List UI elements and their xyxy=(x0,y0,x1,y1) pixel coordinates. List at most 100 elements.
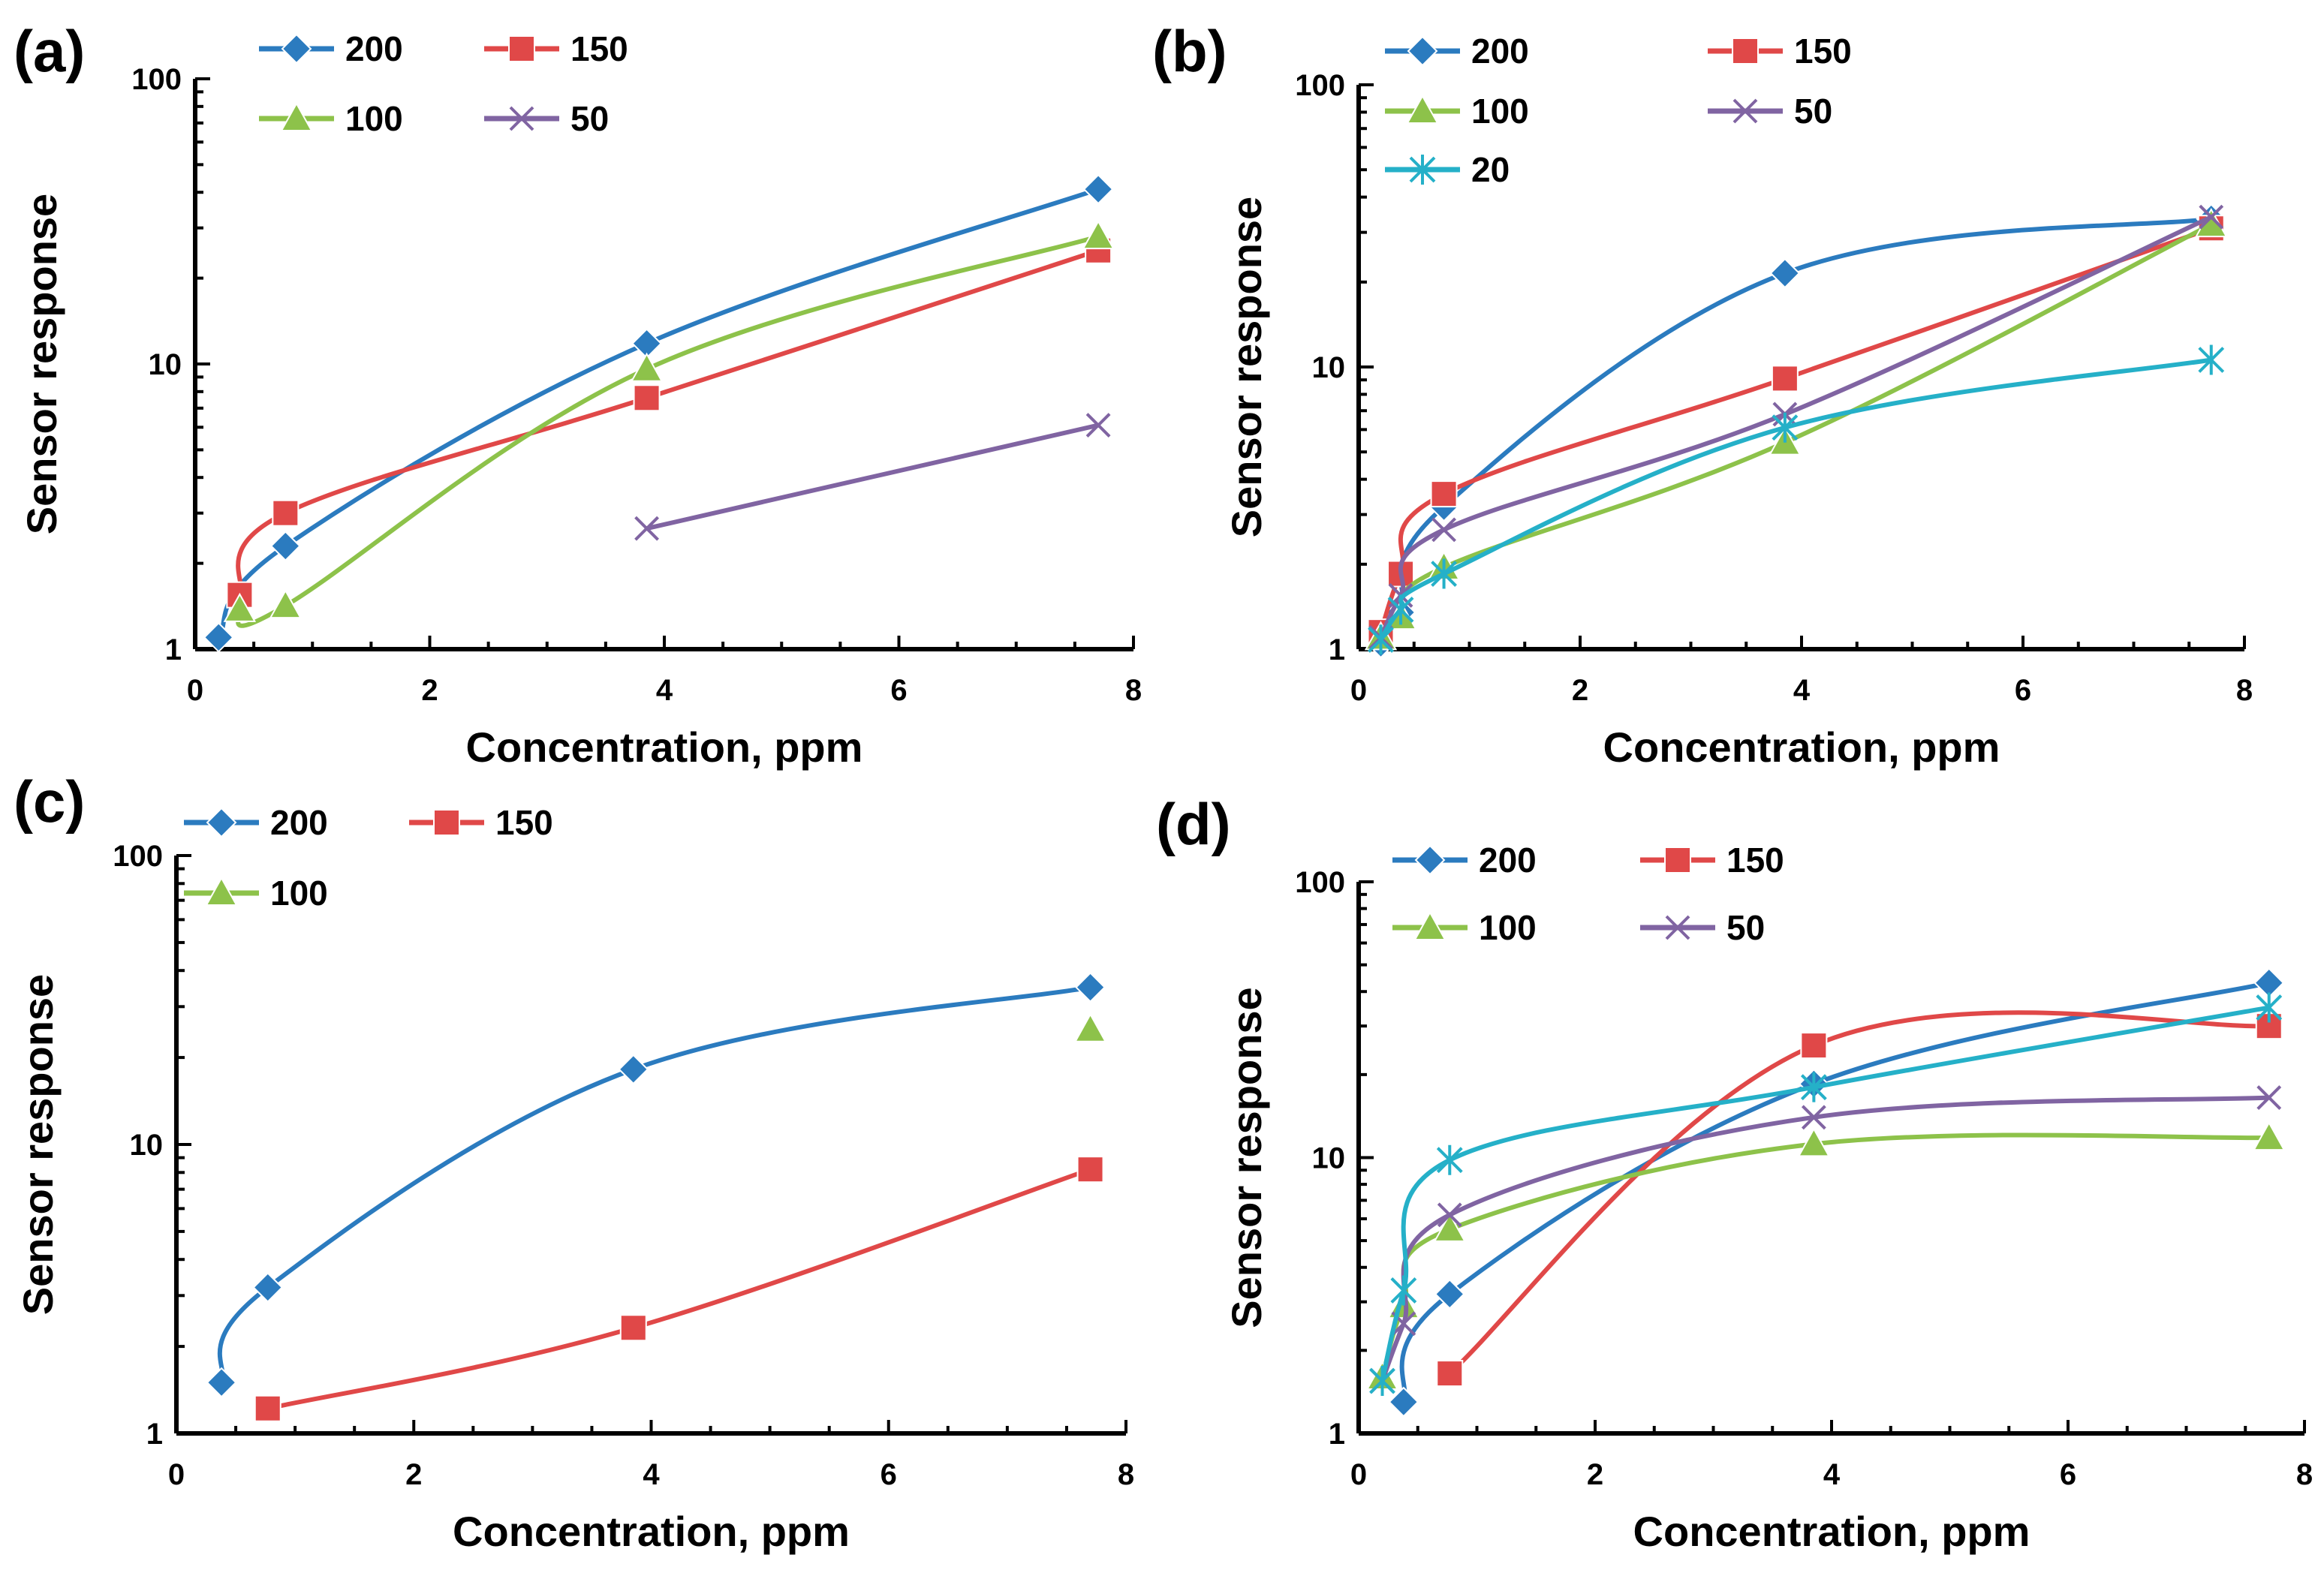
data-point-150 xyxy=(633,384,661,412)
legend-label-200: 200 xyxy=(345,29,403,68)
legend-marker xyxy=(1665,915,1690,940)
x-tick-label: 8 xyxy=(2296,1458,2313,1491)
y-tick-label: 100 xyxy=(113,840,163,873)
x-tick-label: 8 xyxy=(2236,674,2253,707)
x-tick-label: 2 xyxy=(1572,674,1588,707)
y-axis-label: Sensor response xyxy=(14,974,62,1315)
data-point-150 xyxy=(254,1394,281,1422)
y-tick-label: 1 xyxy=(1329,633,1345,666)
data-point-150 xyxy=(1430,480,1458,508)
data-point-200 xyxy=(1388,1386,1419,1418)
series-line-50 xyxy=(644,423,1101,531)
x-tick-label: 6 xyxy=(890,674,907,707)
data-point-20 xyxy=(1387,594,1414,625)
legend-marker xyxy=(1406,94,1439,124)
x-axis-label: Concentration, ppm xyxy=(1633,1508,2030,1555)
data-point-100 xyxy=(2253,1121,2286,1151)
data-point-200 xyxy=(203,621,234,653)
data-point-20 xyxy=(1772,412,1799,443)
y-tick-label: 10 xyxy=(149,348,182,381)
series-line-100 xyxy=(1380,1132,2271,1379)
data-point-200 xyxy=(269,531,301,561)
legend-marker xyxy=(433,809,460,836)
x-axis-label: Concentration, ppm xyxy=(453,1508,850,1555)
x-tick-label: 2 xyxy=(421,674,438,707)
legend-label-150: 150 xyxy=(1726,841,1784,880)
data-point-unlabeled xyxy=(2256,992,2283,1023)
data-point-100 xyxy=(1082,220,1115,250)
legend-label-20: 20 xyxy=(1471,150,1510,189)
x-axis-label: Concentration, ppm xyxy=(1603,723,2000,771)
data-point-200 xyxy=(252,1272,284,1303)
data-point-200 xyxy=(618,1054,649,1085)
data-point-200 xyxy=(1082,173,1114,205)
data-point-100 xyxy=(269,589,303,619)
data-point-20 xyxy=(2198,344,2225,375)
data-point-150 xyxy=(619,1314,647,1342)
series-line-150 xyxy=(236,248,1101,597)
legend-marker xyxy=(205,876,238,906)
legend-label-100: 100 xyxy=(1479,908,1537,947)
x-tick-label: 8 xyxy=(1118,1458,1134,1491)
legend-label-100: 100 xyxy=(270,874,328,913)
series-line-200 xyxy=(216,187,1101,640)
legend-label-150: 150 xyxy=(1794,32,1852,71)
x-tick-label: 4 xyxy=(1823,1458,1841,1491)
data-point-100 xyxy=(1433,1212,1466,1242)
chart-panel-3: 0 2 4 6 8 1 10 100 Concentration, ppm Sensor resp… xyxy=(14,768,1134,1555)
data-point-200 xyxy=(206,1367,237,1398)
data-point-50 xyxy=(1801,1105,1826,1130)
data-point-150 xyxy=(1076,1156,1104,1183)
x-tick-label: 0 xyxy=(168,1458,185,1491)
legend-label-200: 200 xyxy=(1479,841,1537,880)
data-point-50 xyxy=(1431,517,1456,543)
legend-marker xyxy=(1732,98,1758,124)
data-point-20 xyxy=(1431,558,1457,589)
legend-marker xyxy=(1409,155,1436,185)
series-line-150 xyxy=(265,1167,1093,1411)
data-point-100 xyxy=(630,352,664,382)
series-line-100 xyxy=(1378,222,2214,640)
legend-marker xyxy=(281,33,312,65)
legend-marker xyxy=(509,106,534,131)
data-point-200 xyxy=(1075,972,1106,1003)
x-axis-label: Concentration, ppm xyxy=(466,723,863,771)
series-line-50 xyxy=(1378,215,2214,640)
legend-marker xyxy=(508,35,535,62)
data-point-100 xyxy=(1797,1127,1831,1157)
y-tick-label: 100 xyxy=(131,63,182,96)
data-point-150 xyxy=(1436,1360,1464,1388)
data-point-50 xyxy=(1085,413,1111,438)
data-point-200 xyxy=(1769,257,1801,289)
y-tick-label: 10 xyxy=(130,1129,164,1162)
data-point-unlabeled xyxy=(1390,1275,1417,1306)
y-tick-label: 10 xyxy=(1312,351,1346,384)
legend-label-50: 50 xyxy=(570,99,609,138)
x-tick-label: 2 xyxy=(1587,1458,1603,1491)
data-point-150 xyxy=(272,499,300,527)
panel-label: (c) xyxy=(14,768,85,835)
legend-label-200: 200 xyxy=(1471,32,1529,71)
x-tick-label: 4 xyxy=(656,674,673,707)
y-axis-label: Sensor response xyxy=(1223,987,1270,1328)
y-axis-label: Sensor response xyxy=(18,194,65,534)
panel-label: (a) xyxy=(14,18,85,84)
y-tick-label: 1 xyxy=(165,633,182,666)
legend-marker xyxy=(1664,847,1691,874)
x-tick-label: 0 xyxy=(1350,674,1367,707)
panel-label: (b) xyxy=(1152,18,1227,84)
x-tick-label: 4 xyxy=(643,1458,660,1491)
legend-label-150: 150 xyxy=(495,803,553,842)
panel-label: (d) xyxy=(1156,791,1231,857)
chart-panel-1: 0 2 4 6 8 1 10 100 Concentration, ppm Sensor resp… xyxy=(14,18,1142,771)
legend-label-100: 100 xyxy=(1471,92,1529,131)
y-tick-label: 100 xyxy=(1295,866,1345,899)
series-line-200 xyxy=(1399,980,2271,1405)
y-tick-label: 1 xyxy=(146,1418,163,1451)
data-point-unlabeled xyxy=(1369,1366,1395,1397)
legend-marker xyxy=(1407,35,1438,67)
legend-label-100: 100 xyxy=(345,99,403,138)
data-point-100 xyxy=(223,592,257,622)
chart-panel-4: 0 2 4 6 8 1 10 100 Concentration, ppm Sensor resp… xyxy=(1156,791,2313,1555)
